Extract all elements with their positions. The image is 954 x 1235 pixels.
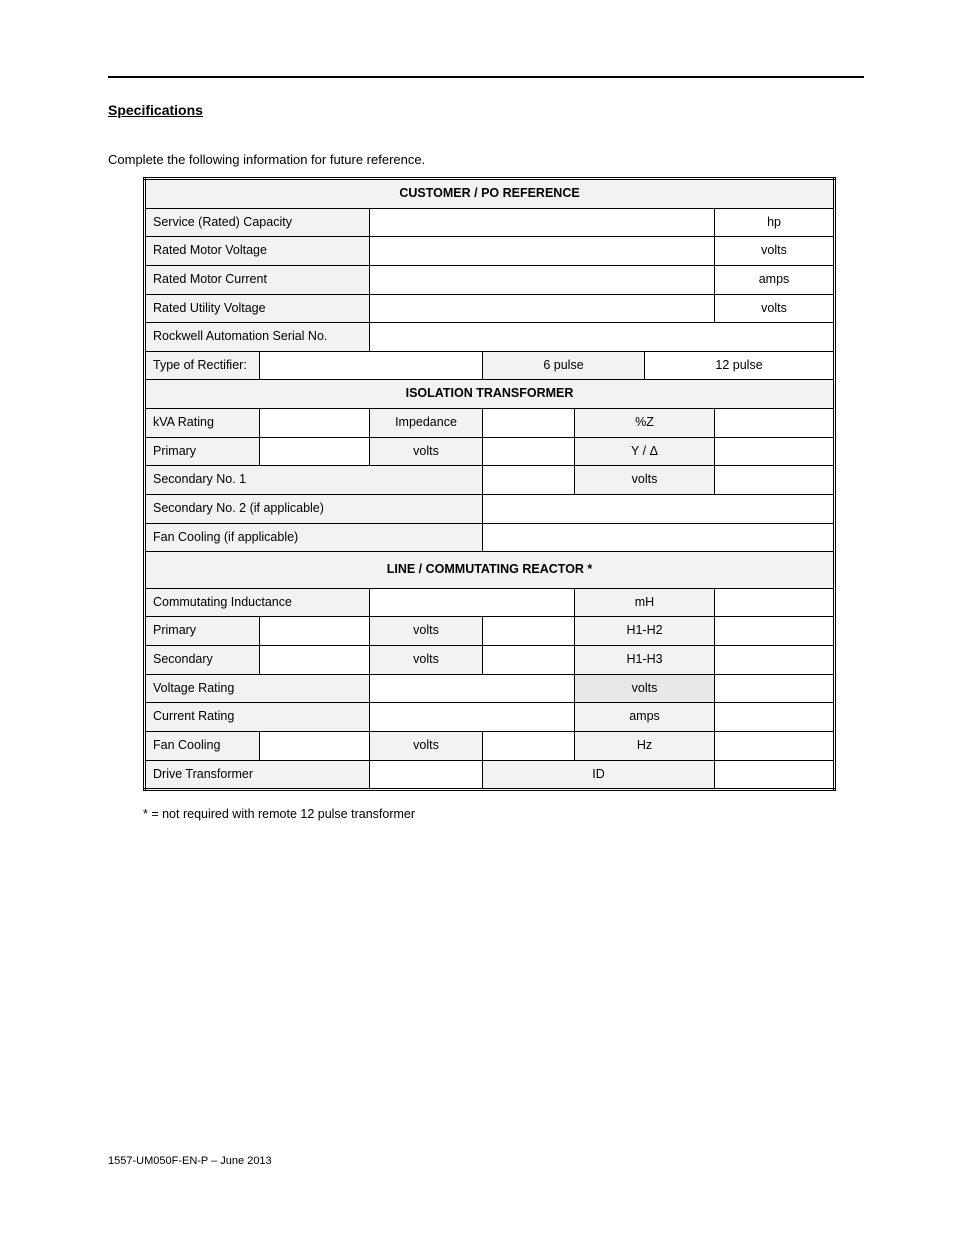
cell-blank[interactable] [370, 323, 835, 352]
cell-blank[interactable] [715, 466, 835, 495]
cell-blank[interactable] [260, 351, 483, 380]
cell-blank[interactable] [715, 588, 835, 617]
t2-title: ISOLATION TRANSFORMER [145, 380, 835, 409]
cell: Secondary No. 2 (if applicable) [145, 494, 483, 523]
cell: Y / Δ [575, 437, 715, 466]
cell-label: Type of Rectifier: [145, 351, 260, 380]
cell-unit: hp [715, 208, 835, 237]
cell: Secondary [145, 646, 260, 675]
cell-blank[interactable] [715, 646, 835, 675]
cell-blank[interactable] [715, 731, 835, 760]
cell-blank[interactable] [370, 237, 715, 266]
cell-blank[interactable] [370, 265, 715, 294]
cell: Secondary No. 1 [145, 466, 483, 495]
cell-unit: volts [715, 294, 835, 323]
cell-blank[interactable] [483, 731, 575, 760]
cell: Current Rating [145, 703, 370, 732]
cell-opt: 6 pulse [483, 351, 645, 380]
cell: Primary [145, 437, 260, 466]
cell-blank[interactable] [260, 646, 370, 675]
cell: H1-H3 [575, 646, 715, 675]
cell-blank[interactable] [715, 617, 835, 646]
spec-table: CUSTOMER / PO REFERENCE Service (Rated) … [143, 177, 836, 791]
cell: Voltage Rating [145, 674, 370, 703]
cell-blank[interactable] [370, 760, 483, 790]
cell: ID [483, 760, 715, 790]
cell: volts [575, 466, 715, 495]
cell-label: Rated Utility Voltage [145, 294, 370, 323]
cell-label: Rockwell Automation Serial No. [145, 323, 370, 352]
cell-blank[interactable] [370, 588, 575, 617]
cell: H1-H2 [575, 617, 715, 646]
cell-blank[interactable] [483, 437, 575, 466]
cell-blank[interactable] [483, 466, 575, 495]
cell: volts [370, 731, 483, 760]
section-heading: Specifications [108, 102, 864, 118]
cell-blank[interactable] [715, 409, 835, 438]
cell-blank[interactable] [483, 646, 575, 675]
cell-blank[interactable] [370, 294, 715, 323]
cell-label: Service (Rated) Capacity [145, 208, 370, 237]
cell: Drive Transformer [145, 760, 370, 790]
footer: 1557-UM050F-EN-P – June 2013 [108, 1155, 272, 1167]
cell-unit: amps [715, 265, 835, 294]
cell: Hz [575, 731, 715, 760]
note: * = not required with remote 12 pulse tr… [143, 807, 864, 821]
cell-blank[interactable] [483, 523, 835, 552]
cell-blank[interactable] [370, 208, 715, 237]
cell-unit: volts [715, 237, 835, 266]
cell: Fan Cooling [145, 731, 260, 760]
cell: %Z [575, 409, 715, 438]
cell-opt: 12 pulse [645, 351, 835, 380]
cell: amps [575, 703, 715, 732]
cell-blank[interactable] [483, 494, 835, 523]
cell: volts [575, 674, 715, 703]
cell-blank[interactable] [260, 731, 370, 760]
cell: Impedance [370, 409, 483, 438]
cell: volts [370, 437, 483, 466]
cell: mH [575, 588, 715, 617]
cell-blank[interactable] [483, 409, 575, 438]
cell-blank[interactable] [715, 703, 835, 732]
cell-blank[interactable] [370, 674, 575, 703]
cell: volts [370, 617, 483, 646]
cell: Commutating Inductance [145, 588, 370, 617]
top-rule [108, 76, 864, 78]
cell: Primary [145, 617, 260, 646]
cell-blank[interactable] [715, 760, 835, 790]
cell-blank[interactable] [370, 703, 575, 732]
cell-blank[interactable] [260, 437, 370, 466]
t1-title: CUSTOMER / PO REFERENCE [145, 179, 835, 209]
cell-label: Rated Motor Voltage [145, 237, 370, 266]
cell-blank[interactable] [260, 617, 370, 646]
cell-blank[interactable] [715, 674, 835, 703]
cell-blank[interactable] [260, 409, 370, 438]
cell-label: Rated Motor Current [145, 265, 370, 294]
cell: kVA Rating [145, 409, 260, 438]
cell: Fan Cooling (if applicable) [145, 523, 483, 552]
intro-text: Complete the following information for f… [108, 152, 864, 167]
t3-title: LINE / COMMUTATING REACTOR * [145, 552, 835, 589]
cell-blank[interactable] [715, 437, 835, 466]
cell-blank[interactable] [483, 617, 575, 646]
cell: volts [370, 646, 483, 675]
